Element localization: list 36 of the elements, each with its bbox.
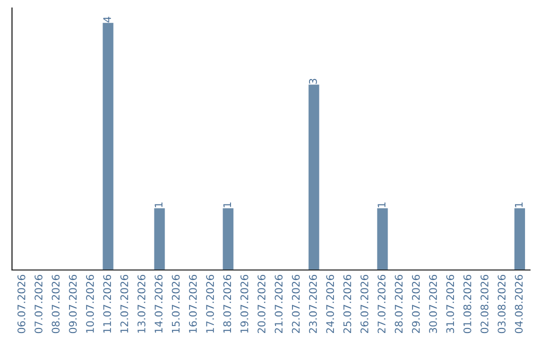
x-tick-label: 31.07.2026 xyxy=(446,274,454,334)
x-tick-label: 14.07.2026 xyxy=(154,274,163,333)
x-tick-label: 24.07.2026 xyxy=(326,274,334,334)
x-tick-label: 13.07.2026 xyxy=(138,274,146,333)
x-tick-label: 23.07.2026 xyxy=(309,274,317,334)
x-tick-label: 10.07.2026 xyxy=(86,274,94,333)
data-label: 3 xyxy=(309,78,317,84)
x-tick-label: 22.07.2026 xyxy=(292,274,300,334)
x-tick-label: 16.07.2026 xyxy=(188,274,197,333)
x-tick-label: 04.08.2026 xyxy=(514,274,523,334)
x-tick-label: 02.08.2026 xyxy=(480,274,488,334)
data-label: 1 xyxy=(378,202,386,208)
data-label: 1 xyxy=(514,202,523,208)
x-tick-label: 26.07.2026 xyxy=(360,274,368,334)
data-label: 1 xyxy=(223,202,231,208)
x-tick-label: 18.07.2026 xyxy=(223,274,232,333)
x-tick-label: 25.07.2026 xyxy=(343,274,352,334)
x-tick-label: 28.07.2026 xyxy=(394,274,403,334)
x-tick-label: 07.07.2026 xyxy=(34,274,42,334)
data-label: 1 xyxy=(154,202,162,208)
x-tick-label: 08.07.2026 xyxy=(52,274,60,334)
x-tick-label: 03.08.2026 xyxy=(498,274,506,334)
x-tick-label: 19.07.2026 xyxy=(240,274,248,333)
x-tick-label: 12.07.2026 xyxy=(120,274,128,333)
x-tick-label: 01.08.2026 xyxy=(463,274,472,334)
x-tick-label: 30.07.2026 xyxy=(429,274,437,334)
x-tick-label: 29.07.2026 xyxy=(412,274,420,334)
x-tick-label: 20.07.2026 xyxy=(258,274,266,334)
data-label: 4 xyxy=(103,16,111,22)
x-tick-label: 15.07.2026 xyxy=(172,274,180,333)
x-tick-label: 09.07.2026 xyxy=(68,274,77,334)
x-tick-label: 27.07.2026 xyxy=(378,274,386,334)
x-tick-label: 21.07.2026 xyxy=(274,274,283,334)
x-tick-label: 11.07.2026 xyxy=(103,274,112,333)
x-tick-label: 17.07.2026 xyxy=(206,274,214,333)
x-tick-label: 06.07.2026 xyxy=(17,274,26,334)
